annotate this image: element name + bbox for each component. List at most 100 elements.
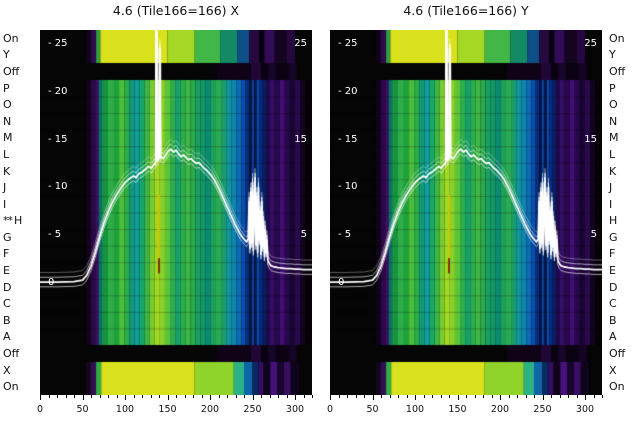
x-axis-tick [295, 395, 296, 400]
row-label-text: E [3, 264, 10, 278]
row-label-y: Y [0, 47, 10, 64]
row-label-off: Off [0, 63, 19, 80]
x-axis-tick [508, 395, 510, 398]
x-axis-tick [517, 395, 518, 398]
row-label-text: O [609, 98, 618, 112]
row-label-off: Off [606, 63, 625, 80]
x-axis-tick [423, 395, 425, 398]
x-axis-tick-label: 250 [243, 404, 262, 415]
x-axis-tick [193, 395, 194, 398]
row-label-text: J [609, 181, 613, 195]
x-axis-tick [57, 395, 58, 398]
star-marker: ** [3, 214, 13, 228]
x-axis-tick [500, 395, 501, 400]
row-label-text: K [609, 164, 617, 178]
x-axis-tick [466, 395, 467, 398]
x-axis-tick [176, 395, 177, 398]
row-label-g: G [0, 229, 12, 246]
x-axis-tick [364, 395, 365, 398]
row-label-e: E [606, 262, 616, 279]
row-label-on: On [0, 30, 19, 47]
x-axis-tick [48, 395, 50, 398]
x-axis-tick [116, 395, 118, 398]
row-label-text: On [3, 31, 19, 45]
x-axis-tick [568, 395, 569, 398]
y-axis-tick-label: 0 [48, 277, 55, 288]
x-axis-tick-label: 300 [285, 404, 305, 415]
row-label-text: L [609, 147, 616, 161]
row-label-off: Off [0, 345, 19, 362]
row-label-n: N [606, 113, 617, 130]
row-label-text: Y [609, 48, 616, 62]
x-axis-tick-label: 200 [200, 404, 220, 415]
x-axis-tick [330, 395, 331, 400]
x-axis-tick-label: 0 [326, 404, 334, 415]
row-label-text: N [609, 114, 618, 128]
row-label-on: On [606, 30, 625, 47]
x-axis-tick [449, 395, 450, 398]
y-axis-right-tick-label: 15 [294, 133, 307, 145]
panel-x-plot: - 25 - 20 - 15 - 10 - 5 0 25 15 5 [40, 30, 312, 395]
x-axis-tick [381, 395, 382, 398]
panel-x-xaxis: 0 50 100 150 200 250 300 [37, 395, 313, 429]
row-label-text: Off [609, 64, 626, 78]
x-axis-tick-label: 100 [405, 404, 425, 415]
x-axis-tick [347, 395, 348, 398]
x-axis-tick [278, 395, 279, 398]
x-axis-tick [133, 395, 135, 398]
row-label-p: P [606, 80, 616, 97]
x-axis-tick [74, 395, 75, 398]
y-axis-tick-label: - 15 [48, 133, 68, 145]
row-label-text: On [609, 31, 625, 45]
x-axis-tick [184, 395, 186, 398]
row-label-m: M [606, 130, 619, 147]
row-label-f: F [0, 246, 9, 263]
left-row-labels: On Y Off P O N M L K J I ** H G F E D C B A Off X On [0, 30, 30, 395]
x-axis-tick [40, 395, 41, 400]
y-axis-tick-label: - 25 [338, 38, 358, 49]
row-label-text: Off [3, 64, 20, 78]
x-axis-tick [602, 395, 603, 398]
row-label-text: H [609, 214, 618, 228]
row-label-text: On [609, 380, 625, 394]
row-label-text: I [3, 197, 7, 211]
row-label-h: H [606, 213, 617, 230]
x-axis-tick [303, 395, 305, 398]
x-axis-tick [491, 395, 493, 398]
row-label-a: A [0, 329, 11, 346]
panel-x-title: 4.6 (Tile166=166) X [112, 3, 240, 18]
y-axis-right-tick-label: 5 [300, 229, 307, 241]
row-label-text: K [3, 164, 11, 178]
x-axis-tick [227, 395, 228, 398]
x-axis-tick [261, 395, 262, 398]
x-axis-tick-label: 250 [533, 404, 552, 415]
row-label-on: On [0, 378, 19, 395]
x-axis-tick [542, 395, 544, 400]
row-label-text: Off [3, 347, 20, 360]
y-axis-tick-label: - 25 [48, 38, 68, 49]
x-axis-tick [269, 395, 271, 398]
x-axis-tick [415, 395, 416, 400]
y-axis-right-tick-label: 25 [294, 38, 307, 49]
row-label-text: C [609, 297, 617, 311]
x-axis-tick [440, 395, 442, 398]
row-label-b: B [0, 312, 11, 329]
row-label-h: ** H [0, 213, 22, 230]
row-label-j: J [0, 179, 6, 196]
row-label-text: M [3, 131, 13, 145]
row-label-p: P [0, 80, 10, 97]
row-label-text: P [3, 81, 10, 95]
row-label-m: M [0, 130, 13, 147]
row-label-text: Y [3, 48, 10, 62]
row-label-text: A [3, 330, 11, 344]
row-label-text: M [609, 131, 619, 145]
x-axis-tick-label: 150 [448, 404, 467, 415]
row-label-text: A [609, 330, 617, 344]
x-axis-tick [406, 395, 408, 398]
row-label-text: G [609, 230, 618, 244]
x-axis-tick [210, 395, 211, 400]
row-label-text: P [609, 81, 616, 95]
x-axis-tick [525, 395, 527, 398]
row-label-text: H [14, 214, 23, 228]
x-axis-tick-label: 50 [366, 404, 379, 415]
